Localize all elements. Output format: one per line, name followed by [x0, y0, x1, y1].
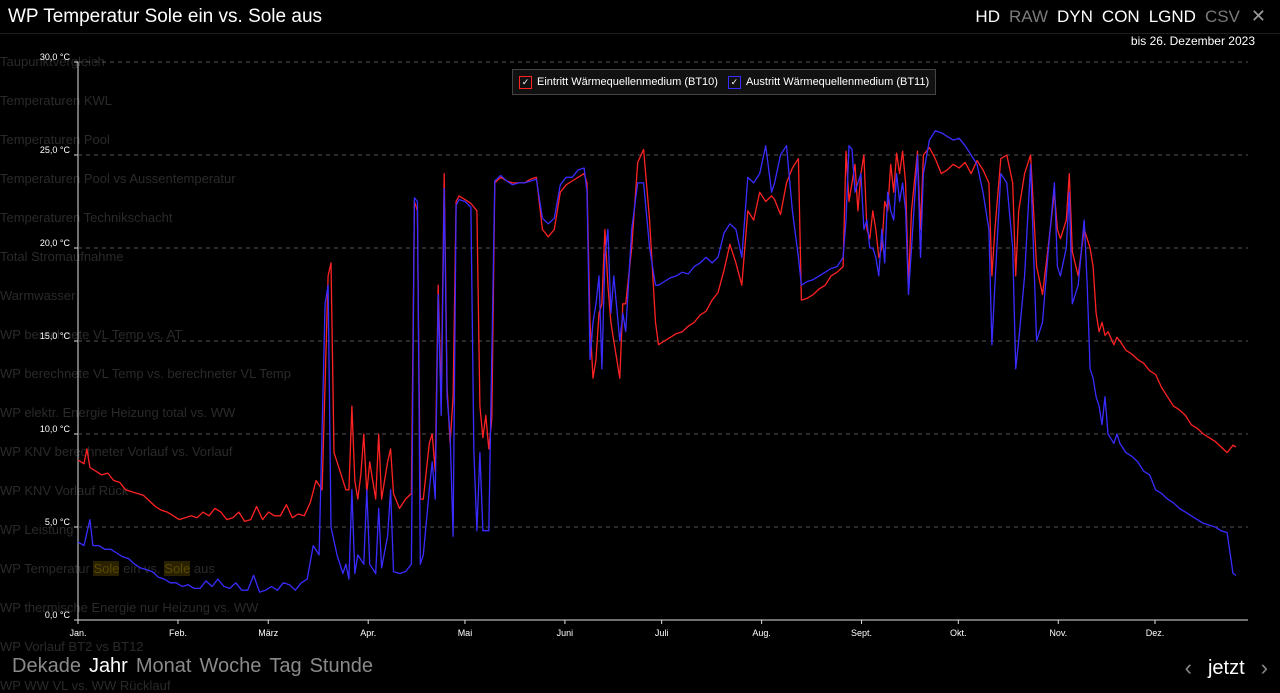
- menu-item[interactable]: Temperaturen Pool: [0, 132, 110, 147]
- tab-stunde[interactable]: Stunde: [309, 655, 373, 677]
- checkbox-icon[interactable]: ✓: [727, 75, 741, 89]
- menu-item[interactable]: Temperaturen Pool vs Aussentemperatur: [0, 171, 236, 186]
- tab-monat[interactable]: Monat: [135, 655, 192, 677]
- hd-toggle[interactable]: HD: [975, 6, 1000, 26]
- y-tick-label: 0,0 °C: [45, 610, 71, 620]
- x-tick-label: Jan.: [69, 628, 86, 638]
- menu-item[interactable]: Temperaturen KWL: [0, 93, 112, 108]
- menu-text: aus: [190, 561, 215, 576]
- x-tick-label: Okt.: [950, 628, 967, 638]
- view-toolbar: HD RAW DYN CON LGND CSV ✕: [975, 6, 1266, 27]
- con-toggle[interactable]: CON: [1101, 6, 1140, 26]
- x-tick-label: Juni: [557, 628, 574, 638]
- now-button[interactable]: jetzt: [1207, 656, 1245, 679]
- menu-item[interactable]: WP berechnete VL Temp vs. AT: [0, 327, 183, 342]
- menu-item[interactable]: WP thermische Energie nur Heizung vs. WW: [0, 600, 259, 615]
- x-tick-label: Sept.: [851, 628, 872, 638]
- legend-item-bt10[interactable]: ✓ Eintritt Wärmequellenmedium (BT10): [519, 75, 718, 89]
- legend-item-bt11[interactable]: ✓ Austritt Wärmequellenmedium (BT11): [727, 75, 930, 89]
- menu-item[interactable]: Taupunktvergleich: [0, 54, 105, 69]
- menu-item[interactable]: WP Leistung: [0, 522, 74, 537]
- chevron-right-icon[interactable]: ›: [1260, 655, 1268, 680]
- x-tick-label: Aug.: [752, 628, 771, 638]
- legend-label: Eintritt Wärmequellenmedium (BT10): [537, 76, 718, 88]
- legend-toggle[interactable]: LGND: [1148, 6, 1196, 26]
- y-tick-label: 10,0 °C: [40, 424, 71, 434]
- series-line-bt10: [77, 146, 1237, 523]
- raw-toggle[interactable]: RAW: [1008, 6, 1049, 26]
- y-tick-label: 30,0 °C: [40, 52, 71, 62]
- tab-tag[interactable]: Tag: [269, 655, 302, 677]
- dyn-toggle[interactable]: DYN: [1057, 6, 1093, 26]
- chart-legend: ✓ Eintritt Wärmequellenmedium (BT10) ✓ A…: [512, 69, 937, 95]
- series-line-bt11: [77, 130, 1237, 593]
- x-tick-label: Feb.: [169, 628, 187, 638]
- menu-item[interactable]: Warmwasser: [0, 288, 76, 303]
- menu-text: WP Temperatur: [0, 561, 94, 576]
- checkbox-icon[interactable]: ✓: [519, 75, 532, 89]
- search-highlight: Sole: [93, 561, 120, 576]
- menu-item[interactable]: WP Vorlauf BT2 vs BT12: [0, 639, 144, 654]
- y-tick-label: 15,0 °C: [40, 331, 71, 341]
- tab-jahr[interactable]: Jahr: [88, 655, 128, 677]
- date-range-label: bis 26. Dezember 2023: [1130, 34, 1255, 48]
- menu-item[interactable]: Temperaturen Technikschacht: [0, 210, 173, 225]
- y-tick-label: 20,0 °C: [40, 238, 71, 248]
- period-tabs: Dekade Jahr Monat Woche Tag Stunde: [12, 655, 373, 678]
- chevron-left-icon[interactable]: ‹: [1184, 655, 1192, 680]
- x-tick-label: Mai: [458, 628, 473, 638]
- menu-item-current[interactable]: WP Temperatur Sole ein vs. Sole aus: [0, 561, 215, 576]
- close-icon[interactable]: ✕: [1250, 6, 1266, 26]
- menu-item[interactable]: Total Stromaufnahme: [0, 249, 124, 264]
- y-tick-label: 25,0 °C: [40, 145, 71, 155]
- tab-dekade[interactable]: Dekade: [12, 655, 81, 677]
- page-title: WP Temperatur Sole ein vs. Sole aus: [8, 6, 323, 27]
- legend-label: Austritt Wärmequellenmedium (BT11): [745, 76, 930, 88]
- menu-item[interactable]: WP KNV berechneter Vorlauf vs. Vorlauf: [0, 444, 233, 459]
- csv-button[interactable]: CSV: [1204, 6, 1240, 26]
- x-tick-label: März: [258, 628, 278, 638]
- x-tick-label: Juli: [655, 628, 669, 638]
- y-tick-label: 5,0 °C: [45, 517, 71, 527]
- menu-item[interactable]: WP KNV Vorlauf Rück: [0, 483, 129, 498]
- tab-woche[interactable]: Woche: [199, 655, 262, 677]
- menu-item[interactable]: WP berechnete VL Temp vs. berechneter VL…: [0, 366, 291, 381]
- menu-item[interactable]: WP elektr. Energie Heizung total vs. WW: [0, 405, 236, 420]
- time-navigation: ‹ jetzt ›: [1185, 655, 1268, 681]
- x-tick-label: Apr.: [360, 628, 376, 638]
- x-tick-label: Dez.: [1146, 628, 1165, 638]
- search-highlight: Sole: [164, 561, 191, 576]
- header-divider: [0, 33, 1280, 34]
- x-tick-label: Nov.: [1049, 628, 1067, 638]
